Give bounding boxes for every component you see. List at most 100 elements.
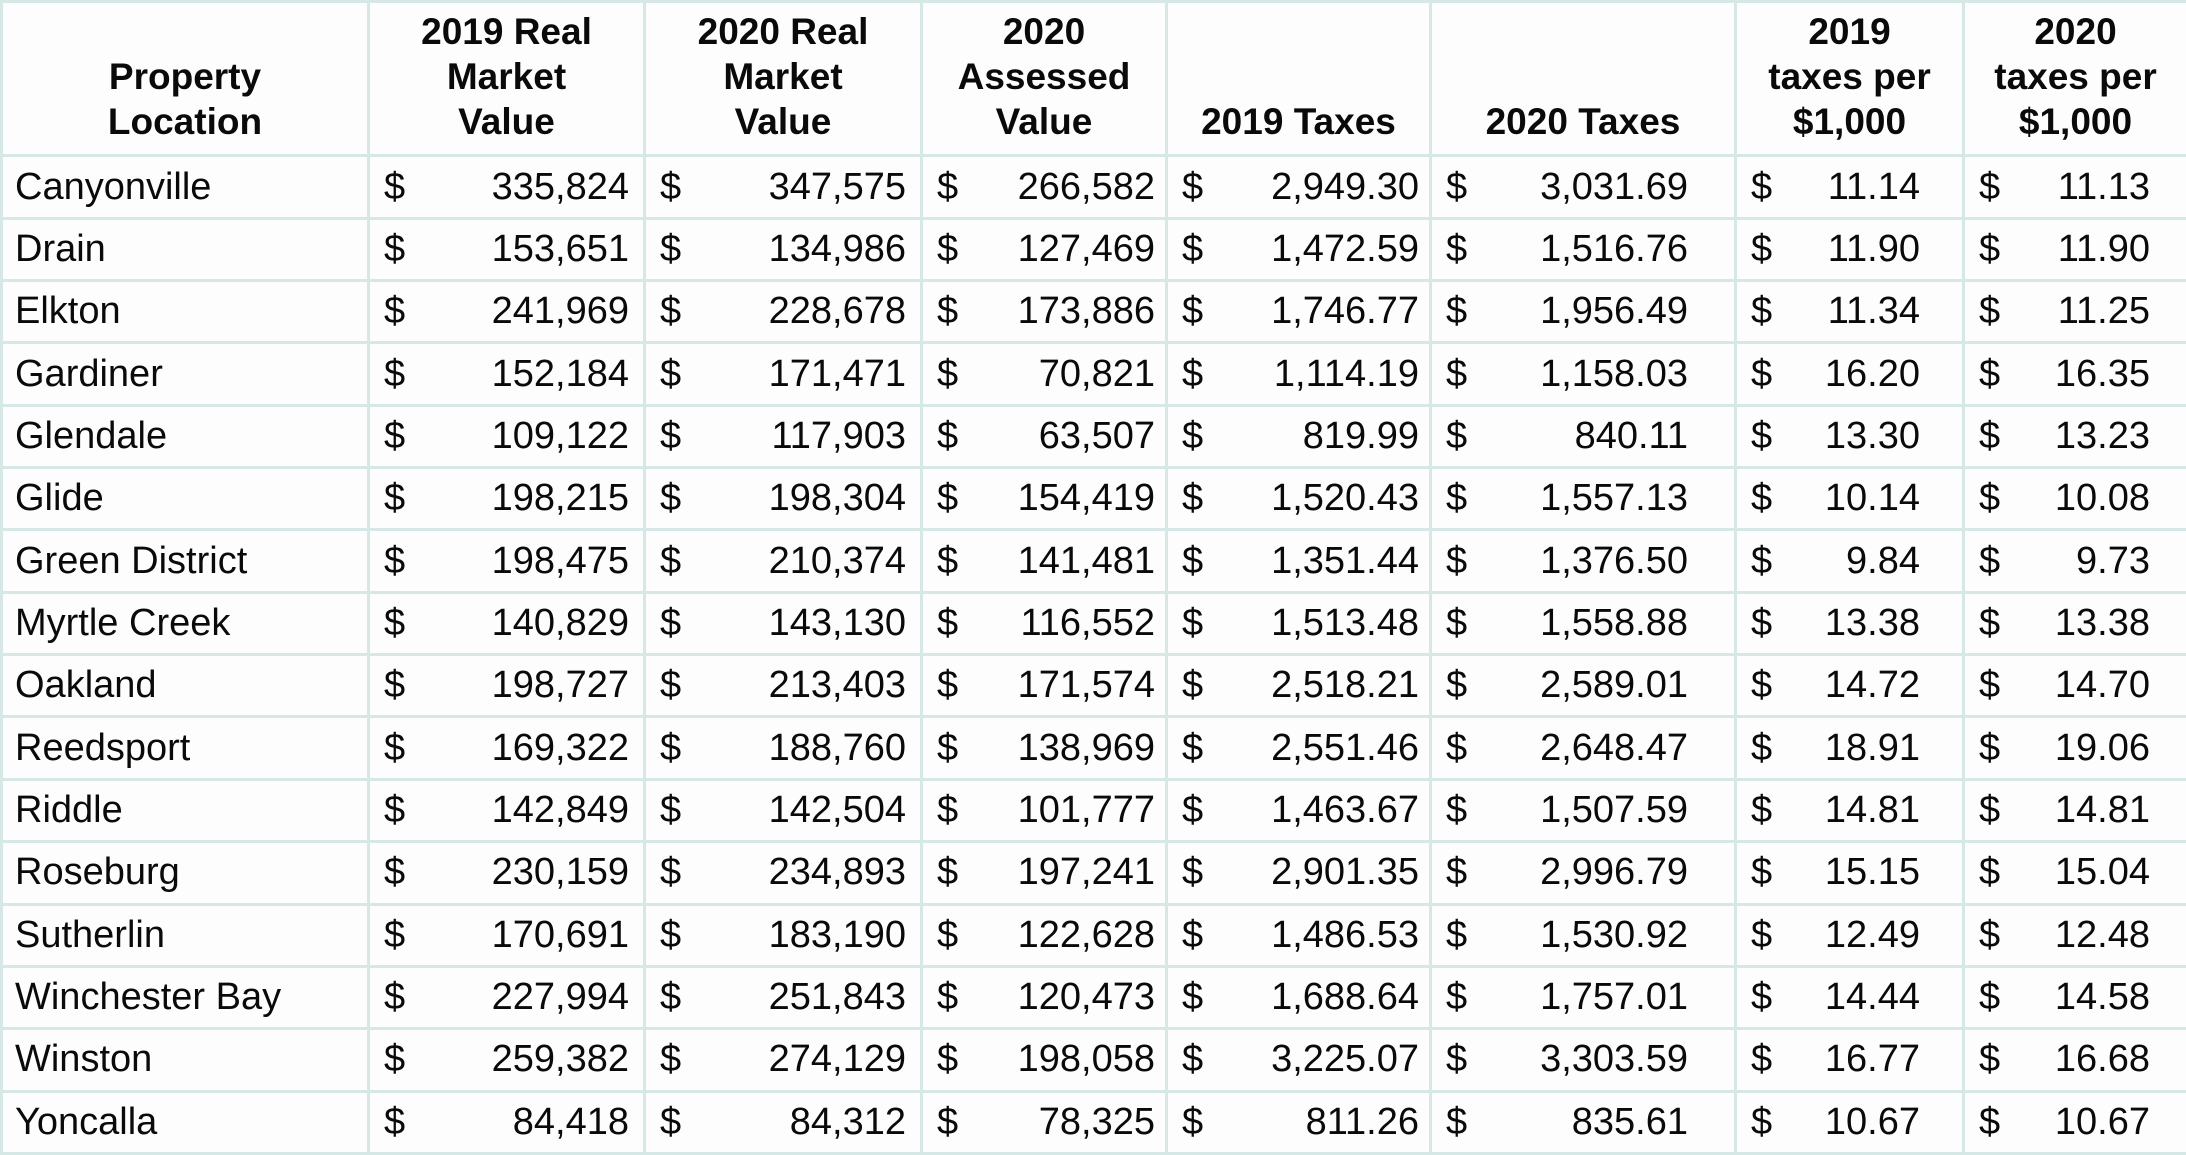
currency-symbol: $ xyxy=(1751,290,1773,333)
currency-symbol: $ xyxy=(384,788,406,831)
cell-value: 819.99 xyxy=(1302,414,1419,457)
currency-symbol: $ xyxy=(1751,851,1773,894)
money-cell: $198,215 xyxy=(367,466,646,532)
location-cell: Elkton xyxy=(0,279,370,345)
money-cell: $11.25 xyxy=(1962,279,2186,345)
column-header-line: taxes per xyxy=(1768,56,1931,98)
location-cell: Oakland xyxy=(0,653,370,719)
cell-value: 143,130 xyxy=(768,601,906,644)
column-header-2020-taxes: 2020 Taxes xyxy=(1429,0,1737,158)
cell-value: 173,886 xyxy=(1017,290,1155,333)
cell-value: 347,575 xyxy=(768,165,906,208)
column-header-line: 2020 Taxes xyxy=(1485,101,1681,143)
currency-symbol: $ xyxy=(660,227,682,270)
table-row: Reedsport $169,322 $188,760 $138,969 $2,551.… xyxy=(0,715,2186,781)
column-header-line: 2019 Taxes xyxy=(1201,101,1396,143)
table-row: Canyonville $335,824 $347,575 $266,582 $2,94… xyxy=(0,154,2186,220)
currency-symbol: $ xyxy=(1182,539,1204,582)
currency-symbol: $ xyxy=(937,352,959,395)
money-cell: $63,507 xyxy=(920,403,1168,470)
money-cell: $1,472.59 xyxy=(1165,216,1432,283)
currency-symbol: $ xyxy=(1751,788,1773,831)
currency-symbol: $ xyxy=(1979,290,2001,333)
column-header-property-location: Property Location xyxy=(0,0,370,158)
table-row: Glide $198,215 $198,304 $154,419 $1,520.43 $1… xyxy=(0,466,2186,532)
currency-symbol: $ xyxy=(660,477,682,520)
cell-value: 122,628 xyxy=(1017,913,1155,956)
cell-value: 227,994 xyxy=(491,976,629,1019)
money-cell: $10.08 xyxy=(1962,466,2186,532)
cell-value: 3,225.07 xyxy=(1271,1038,1419,1081)
cell-value: 1,507.59 xyxy=(1540,788,1688,831)
cell-value: 63,507 xyxy=(1038,414,1155,457)
currency-symbol: $ xyxy=(1446,1100,1468,1143)
currency-symbol: $ xyxy=(1446,1038,1468,1081)
money-cell: $134,986 xyxy=(643,216,923,283)
cell-value: 1,486.53 xyxy=(1271,913,1419,956)
currency-symbol: $ xyxy=(660,1100,682,1143)
currency-symbol: $ xyxy=(1751,1100,1773,1143)
money-cell: $11.90 xyxy=(1962,216,2186,283)
money-cell: $266,582 xyxy=(920,154,1168,220)
money-cell: $16.35 xyxy=(1962,341,2186,407)
money-cell: $1,757.01 xyxy=(1429,964,1737,1031)
money-cell: $183,190 xyxy=(643,902,923,968)
currency-symbol: $ xyxy=(1979,539,2001,582)
cell-value: 140,829 xyxy=(491,601,629,644)
cell-value: 116,552 xyxy=(1020,601,1155,644)
currency-symbol: $ xyxy=(1182,227,1204,270)
currency-symbol: $ xyxy=(1182,477,1204,520)
currency-symbol: $ xyxy=(1979,976,2001,1019)
cell-value: 16.77 xyxy=(1824,1038,1920,1081)
money-cell: $14.72 xyxy=(1734,653,1965,719)
money-cell: $335,824 xyxy=(367,154,646,220)
column-header-2020-assessed-value: 2020 Assessed Value xyxy=(920,0,1168,158)
money-cell: $228,678 xyxy=(643,279,923,345)
cell-value: 9.73 xyxy=(2076,539,2150,582)
cell-value: 10.08 xyxy=(2054,477,2150,520)
currency-symbol: $ xyxy=(937,414,959,457)
cell-value: 11.90 xyxy=(2057,227,2150,270)
cell-value: 259,382 xyxy=(491,1038,629,1081)
currency-symbol: $ xyxy=(1182,601,1204,644)
money-cell: $3,225.07 xyxy=(1165,1027,1432,1093)
cell-value: 198,304 xyxy=(768,477,906,520)
currency-symbol: $ xyxy=(1979,601,2001,644)
money-cell: $120,473 xyxy=(920,964,1168,1031)
money-cell: $198,727 xyxy=(367,653,646,719)
currency-symbol: $ xyxy=(937,1038,959,1081)
currency-symbol: $ xyxy=(1446,913,1468,956)
currency-symbol: $ xyxy=(1751,601,1773,644)
currency-symbol: $ xyxy=(1446,414,1468,457)
currency-symbol: $ xyxy=(1446,227,1468,270)
currency-symbol: $ xyxy=(660,976,682,1019)
currency-symbol: $ xyxy=(1446,788,1468,831)
cell-value: 183,190 xyxy=(768,913,906,956)
currency-symbol: $ xyxy=(384,352,406,395)
location-cell: Winston xyxy=(0,1027,370,1093)
money-cell: $210,374 xyxy=(643,528,923,594)
cell-value: 1,158.03 xyxy=(1540,352,1688,395)
table-row: Winchester Bay $227,994 $251,843 $120,473 $1… xyxy=(0,964,2186,1031)
location-cell: Glide xyxy=(0,466,370,532)
cell-value: 811.26 xyxy=(1305,1100,1419,1143)
money-cell: $840.11 xyxy=(1429,403,1737,470)
money-cell: $154,419 xyxy=(920,466,1168,532)
currency-symbol: $ xyxy=(1979,1038,2001,1081)
column-header-2019-taxes: 2019 Taxes xyxy=(1165,0,1432,158)
money-cell: $198,304 xyxy=(643,466,923,532)
cell-value: 11.14 xyxy=(1827,165,1920,208)
cell-value: 1,513.48 xyxy=(1271,601,1419,644)
cell-value: 11.13 xyxy=(2057,165,2150,208)
money-cell: $12.48 xyxy=(1962,902,2186,968)
money-cell: $197,241 xyxy=(920,840,1168,906)
cell-value: 134,986 xyxy=(768,227,906,270)
currency-symbol: $ xyxy=(1182,165,1204,208)
money-cell: $3,303.59 xyxy=(1429,1027,1737,1093)
cell-value: 15.15 xyxy=(1824,851,1920,894)
money-cell: $1,114.19 xyxy=(1165,341,1432,407)
cell-value: 120,473 xyxy=(1017,976,1155,1019)
currency-symbol: $ xyxy=(1751,352,1773,395)
currency-symbol: $ xyxy=(1182,976,1204,1019)
money-cell: $11.13 xyxy=(1962,154,2186,220)
